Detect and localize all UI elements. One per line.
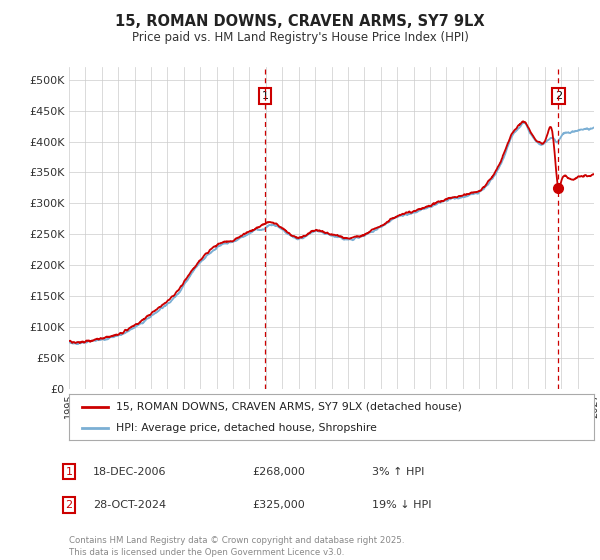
Text: 15, ROMAN DOWNS, CRAVEN ARMS, SY7 9LX: 15, ROMAN DOWNS, CRAVEN ARMS, SY7 9LX bbox=[115, 14, 485, 29]
Text: 1: 1 bbox=[262, 91, 269, 101]
Text: 3% ↑ HPI: 3% ↑ HPI bbox=[372, 466, 424, 477]
Text: 15, ROMAN DOWNS, CRAVEN ARMS, SY7 9LX (detached house): 15, ROMAN DOWNS, CRAVEN ARMS, SY7 9LX (d… bbox=[116, 402, 462, 412]
Text: 19% ↓ HPI: 19% ↓ HPI bbox=[372, 500, 431, 510]
Text: 28-OCT-2024: 28-OCT-2024 bbox=[93, 500, 166, 510]
Text: Price paid vs. HM Land Registry's House Price Index (HPI): Price paid vs. HM Land Registry's House … bbox=[131, 31, 469, 44]
Text: HPI: Average price, detached house, Shropshire: HPI: Average price, detached house, Shro… bbox=[116, 423, 377, 433]
Text: 18-DEC-2006: 18-DEC-2006 bbox=[93, 466, 167, 477]
Text: 2: 2 bbox=[555, 91, 562, 101]
Text: 2: 2 bbox=[65, 500, 73, 510]
Text: £268,000: £268,000 bbox=[252, 466, 305, 477]
Text: Contains HM Land Registry data © Crown copyright and database right 2025.
This d: Contains HM Land Registry data © Crown c… bbox=[69, 536, 404, 557]
Text: 1: 1 bbox=[65, 466, 73, 477]
Text: £325,000: £325,000 bbox=[252, 500, 305, 510]
